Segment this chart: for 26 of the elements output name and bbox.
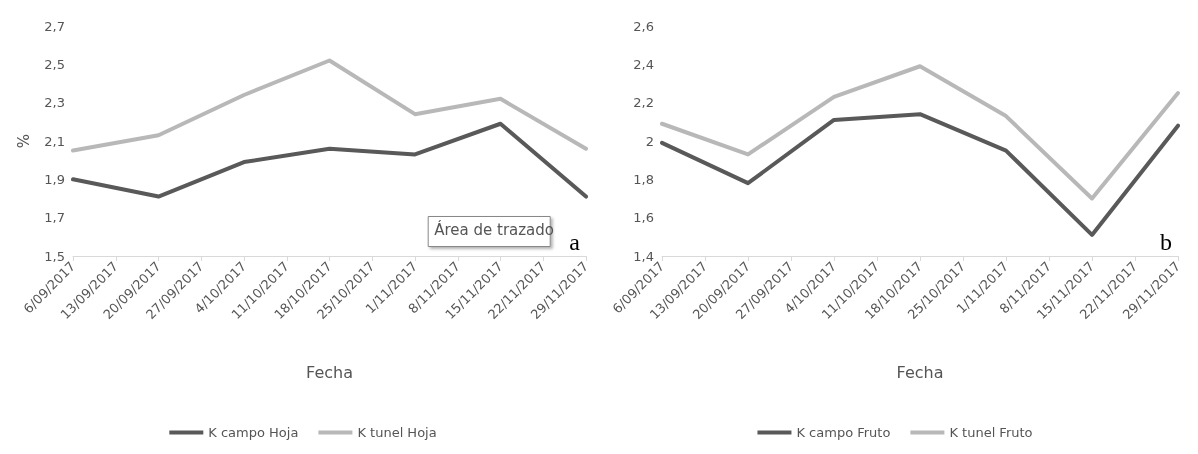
y-tick-label: 2,1 xyxy=(44,133,65,149)
y-tick-label: 1,6 xyxy=(633,210,654,226)
annotation: b xyxy=(1160,229,1172,255)
x-axis-title: Fecha xyxy=(306,362,353,382)
line-series xyxy=(660,64,1180,201)
y-tick-label: 1,5 xyxy=(44,248,65,264)
y-tick-label: 2,4 xyxy=(633,56,654,72)
y-tick-label: 2,2 xyxy=(633,95,654,111)
y-tick-label: 1,4 xyxy=(633,248,654,264)
legend-label: K campo Hoja xyxy=(208,425,299,440)
legend-label: K tunel Hoja xyxy=(357,425,437,440)
legend-label: K campo Fruto xyxy=(796,425,891,440)
y-tick-label: 1,9 xyxy=(44,171,65,187)
y-axis-title: % xyxy=(14,133,33,149)
y-tick-label: 2,3 xyxy=(44,95,65,111)
y-tick-label: 1,7 xyxy=(44,210,65,226)
y-tick-label: 1,8 xyxy=(633,171,654,187)
y-tick-label: 2,7 xyxy=(44,18,65,34)
y-tick-label: 2 xyxy=(645,133,654,149)
line-series xyxy=(71,121,588,199)
x-axis-title: Fecha xyxy=(896,362,944,382)
annotation: a xyxy=(569,229,581,255)
legend-label: K tunel Fruto xyxy=(949,425,1033,440)
line-series xyxy=(71,58,588,153)
y-tick-label: 2,6 xyxy=(633,18,654,34)
y-tick-label: 2,5 xyxy=(44,56,65,72)
